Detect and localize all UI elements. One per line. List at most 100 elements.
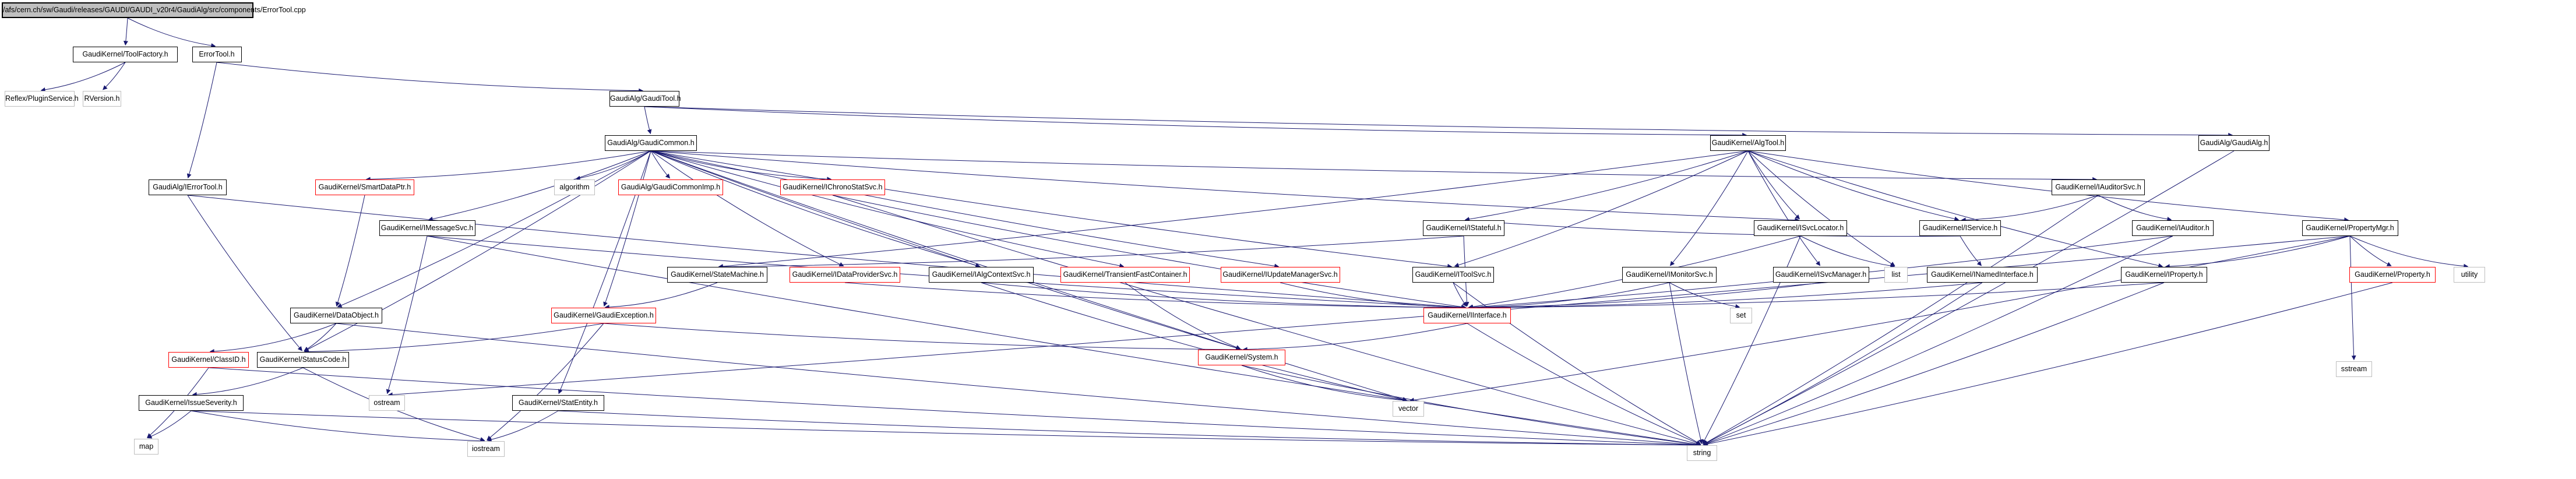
node-classid[interactable]: GaudiKernel/ClassID.h <box>168 352 249 368</box>
edge-idataprovidersvc-to-iinterface <box>844 282 1467 310</box>
node-statemachine[interactable]: GaudiKernel/StateMachine.h <box>667 267 767 283</box>
node-smartdataptr[interactable]: GaudiKernel/SmartDataPtr.h <box>315 179 414 195</box>
edge-gaudicommon-to-ichronostatsvc <box>650 150 832 182</box>
edge-errortool_h-to-ierrortool <box>186 62 217 179</box>
edge-dataobject-to-statuscode <box>304 323 337 351</box>
edge-iproperty-to-iinterface <box>1468 282 2165 310</box>
node-imessagesvc[interactable]: GaudiKernel/IMessageSvc.h <box>379 220 475 236</box>
edge-gaudiexception-to-iostream <box>487 323 604 441</box>
edge-iinterface-to-string <box>1467 323 1701 445</box>
edge-toolfactory-to-rversion <box>103 62 126 90</box>
edge-gauditool-to-algtool <box>644 106 1747 138</box>
edge-propertymgr-to-ostream <box>387 235 2351 397</box>
edge-gaudicommon-to-system <box>650 150 1241 350</box>
edge-gaudicommon-to-isvclocator <box>650 150 1800 223</box>
edge-smartdataptr-to-dataobject <box>335 195 365 307</box>
edge-algtool-to-istateful <box>1464 150 1749 222</box>
node-pluginservice: Reflex/PluginService.h <box>5 91 79 107</box>
node-isvclocator[interactable]: GaudiKernel/ISvcLocator.h <box>1754 220 1847 236</box>
edge-root-to-toolfactory <box>123 17 128 46</box>
edge-iauditorsvc-to-iauditor <box>2098 195 2172 221</box>
node-ierrortool[interactable]: GaudiAlg/IErrorTool.h <box>149 179 227 195</box>
node-transientfastcontainer[interactable]: GaudiKernel/TransientFastContainer.h <box>1060 267 1190 283</box>
node-gaudicommonimp[interactable]: GaudiAlg/GaudiCommonImp.h <box>618 179 723 195</box>
edge-propertymgr-to-utility <box>2349 235 2469 269</box>
edge-propertymgr-to-iproperty <box>2165 235 2351 269</box>
edge-imonitorsvc-to-string <box>1669 282 1703 445</box>
node-issueseverity[interactable]: GaudiKernel/IssueSeverity.h <box>139 395 244 411</box>
node-property[interactable]: GaudiKernel/Property.h <box>2349 267 2436 283</box>
node-iauditor[interactable]: GaudiKernel/IAuditor.h <box>2132 220 2214 236</box>
edge-ierrortool-to-iinterface <box>187 195 1467 310</box>
edge-propertymgr-to-vector <box>1409 235 2351 403</box>
node-gaudialg[interactable]: GaudiAlg/GaudiAlg.h <box>2198 135 2270 151</box>
edge-inamedinterface-to-string <box>1703 282 1983 445</box>
edge-ierrortool-to-statuscode <box>187 195 302 351</box>
node-errortool-h[interactable]: ErrorTool.h <box>192 47 242 62</box>
edge-gaudicommon-to-gaudiexception <box>603 150 651 307</box>
edge-dataobject-to-string <box>336 323 1701 448</box>
edge-algtool-to-iservice <box>1747 150 1960 221</box>
node-gaudicommon[interactable]: GaudiAlg/GaudiCommon.h <box>605 135 697 151</box>
node-iostream: iostream <box>467 441 505 457</box>
node-propertymgr[interactable]: GaudiKernel/PropertyMgr.h <box>2302 220 2398 236</box>
edge-root-to-errortool_h <box>127 17 216 48</box>
edge-gaudicommon-to-smartdataptr <box>365 150 651 182</box>
edge-dataobject-to-classid <box>209 323 337 354</box>
edge-iproperty-to-string <box>1703 282 2165 446</box>
edge-gaudicommon-to-dataobject <box>337 150 651 308</box>
node-iauditorsvc[interactable]: GaudiKernel/IAuditorSvc.h <box>2052 179 2145 195</box>
edge-imonitorsvc-to-set <box>1669 282 1740 309</box>
node-system[interactable]: GaudiKernel/System.h <box>1198 350 1285 365</box>
node-map: map <box>134 439 158 455</box>
edge-algtool-to-isvclocator <box>1747 150 1800 220</box>
edge-statentity-to-string <box>558 410 1701 448</box>
node-dataobject[interactable]: GaudiKernel/DataObject.h <box>290 308 382 323</box>
edge-statuscode-to-issueseverity <box>192 367 304 397</box>
node-iservice[interactable]: GaudiKernel/IService.h <box>1919 220 2001 236</box>
node-rversion: RVersion.h <box>83 91 121 107</box>
node-ichronostatsvc[interactable]: GaudiKernel/IChronoStatSvc.h <box>780 179 885 195</box>
edge-imonitorsvc-to-iinterface <box>1468 282 1670 310</box>
edge-gaudicommon-to-gaudicommonimp <box>650 150 671 179</box>
node-toolfactory[interactable]: GaudiKernel/ToolFactory.h <box>73 47 178 62</box>
node-iproperty[interactable]: GaudiKernel/IProperty.h <box>2121 267 2207 283</box>
node-idataprovidersvc[interactable]: GaudiKernel/IDataProviderSvc.h <box>790 267 900 283</box>
edge-issueseverity-to-iostream <box>191 410 485 443</box>
edge-iauditorsvc-to-iservice <box>1961 195 2099 223</box>
node-gaudiexception[interactable]: GaudiKernel/GaudiException.h <box>551 308 656 323</box>
node-gauditool[interactable]: GaudiAlg/GaudiTool.h <box>609 91 681 107</box>
edge-gaudicommon-to-transientfastcontainer <box>650 150 1125 268</box>
edge-algtool-to-iproperty <box>1747 150 2163 268</box>
edge-gaudicommon-to-imessagesvc <box>428 150 651 221</box>
edge-algtool-to-list <box>1747 150 1895 266</box>
node-istateful[interactable]: GaudiKernel/IStateful.h <box>1423 220 1504 236</box>
edge-errortool_h-to-gauditool <box>216 62 644 93</box>
node-itoolsvc[interactable]: GaudiKernel/IToolSvc.h <box>1412 267 1494 283</box>
edge-imessagesvc-to-string <box>427 235 1701 447</box>
edge-algtool-to-imonitorsvc <box>1669 150 1749 266</box>
node-ialgcontextsvc[interactable]: GaudiKernel/IAlgContextSvc.h <box>929 267 1034 283</box>
node-inamedinterface[interactable]: GaudiKernel/INamedInterface.h <box>1927 267 2038 283</box>
edge-propertymgr-to-sstream <box>2349 235 2356 361</box>
node-iinterface[interactable]: GaudiKernel/IInterface.h <box>1423 308 1511 323</box>
edge-istateful-to-statemachine <box>718 235 1464 269</box>
edge-system-to-vector <box>1241 365 1408 403</box>
edge-inamedinterface-to-iinterface <box>1468 282 1983 310</box>
edge-ialgcontextsvc-to-iinterface <box>981 282 1467 310</box>
edge-algtool-to-statemachine <box>718 150 1749 269</box>
node-imonitorsvc[interactable]: GaudiKernel/IMonitorSvc.h <box>1622 267 1717 283</box>
node-ostream: ostream <box>369 395 405 411</box>
node-statentity[interactable]: GaudiKernel/StatEntity.h <box>512 395 604 411</box>
edge-gaudicommon-to-itoolsvc <box>650 150 1453 269</box>
node-iupdatemanagersvc[interactable]: GaudiKernel/IUpdateManagerSvc.h <box>1220 267 1340 283</box>
edge-ichronostatsvc-to-iinterface <box>832 195 1467 309</box>
edge-property-to-string <box>1703 282 2393 446</box>
edge-isvcmanager-to-iinterface <box>1468 282 1821 310</box>
node-isvcmanager[interactable]: GaudiKernel/ISvcManager.h <box>1772 267 1869 283</box>
node-root: /afs/cern.ch/sw/Gaudi/releases/GAUDI/GAU… <box>2 2 306 18</box>
node-statuscode[interactable]: GaudiKernel/StatusCode.h <box>257 352 349 368</box>
node-utility: utility <box>2454 267 2485 283</box>
node-algtool[interactable]: GaudiKernel/AlgTool.h <box>1710 135 1786 151</box>
edge-iupdatemanagersvc-to-iinterface <box>1280 282 1467 310</box>
